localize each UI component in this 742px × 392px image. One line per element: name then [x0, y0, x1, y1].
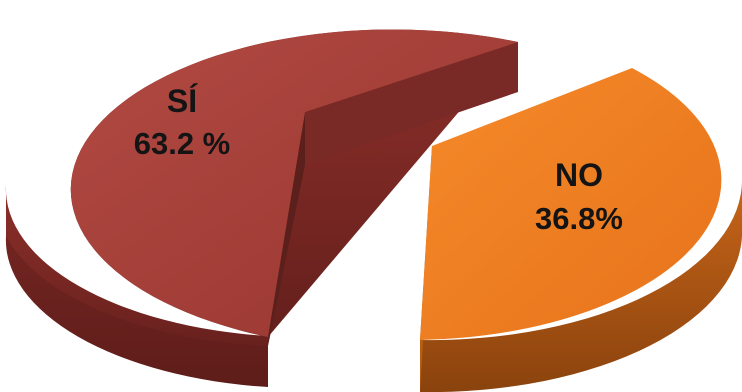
pie-slice-no-top — [420, 68, 722, 340]
slice-label-si: SÍ — [167, 83, 198, 119]
pie-slice-si-cut-face-2 — [268, 112, 305, 346]
slice-value-si: 63.2 % — [134, 126, 231, 161]
slice-label-no: NO — [555, 157, 603, 193]
pie-slice-no — [420, 68, 742, 392]
pie-slice-si — [5, 29, 519, 392]
pie-slice-si-top — [70, 29, 518, 338]
pie-slice-si-cut-face — [305, 42, 518, 165]
pie-slice-no-rim — [420, 178, 742, 392]
slice-value-no: 36.8% — [535, 201, 623, 236]
